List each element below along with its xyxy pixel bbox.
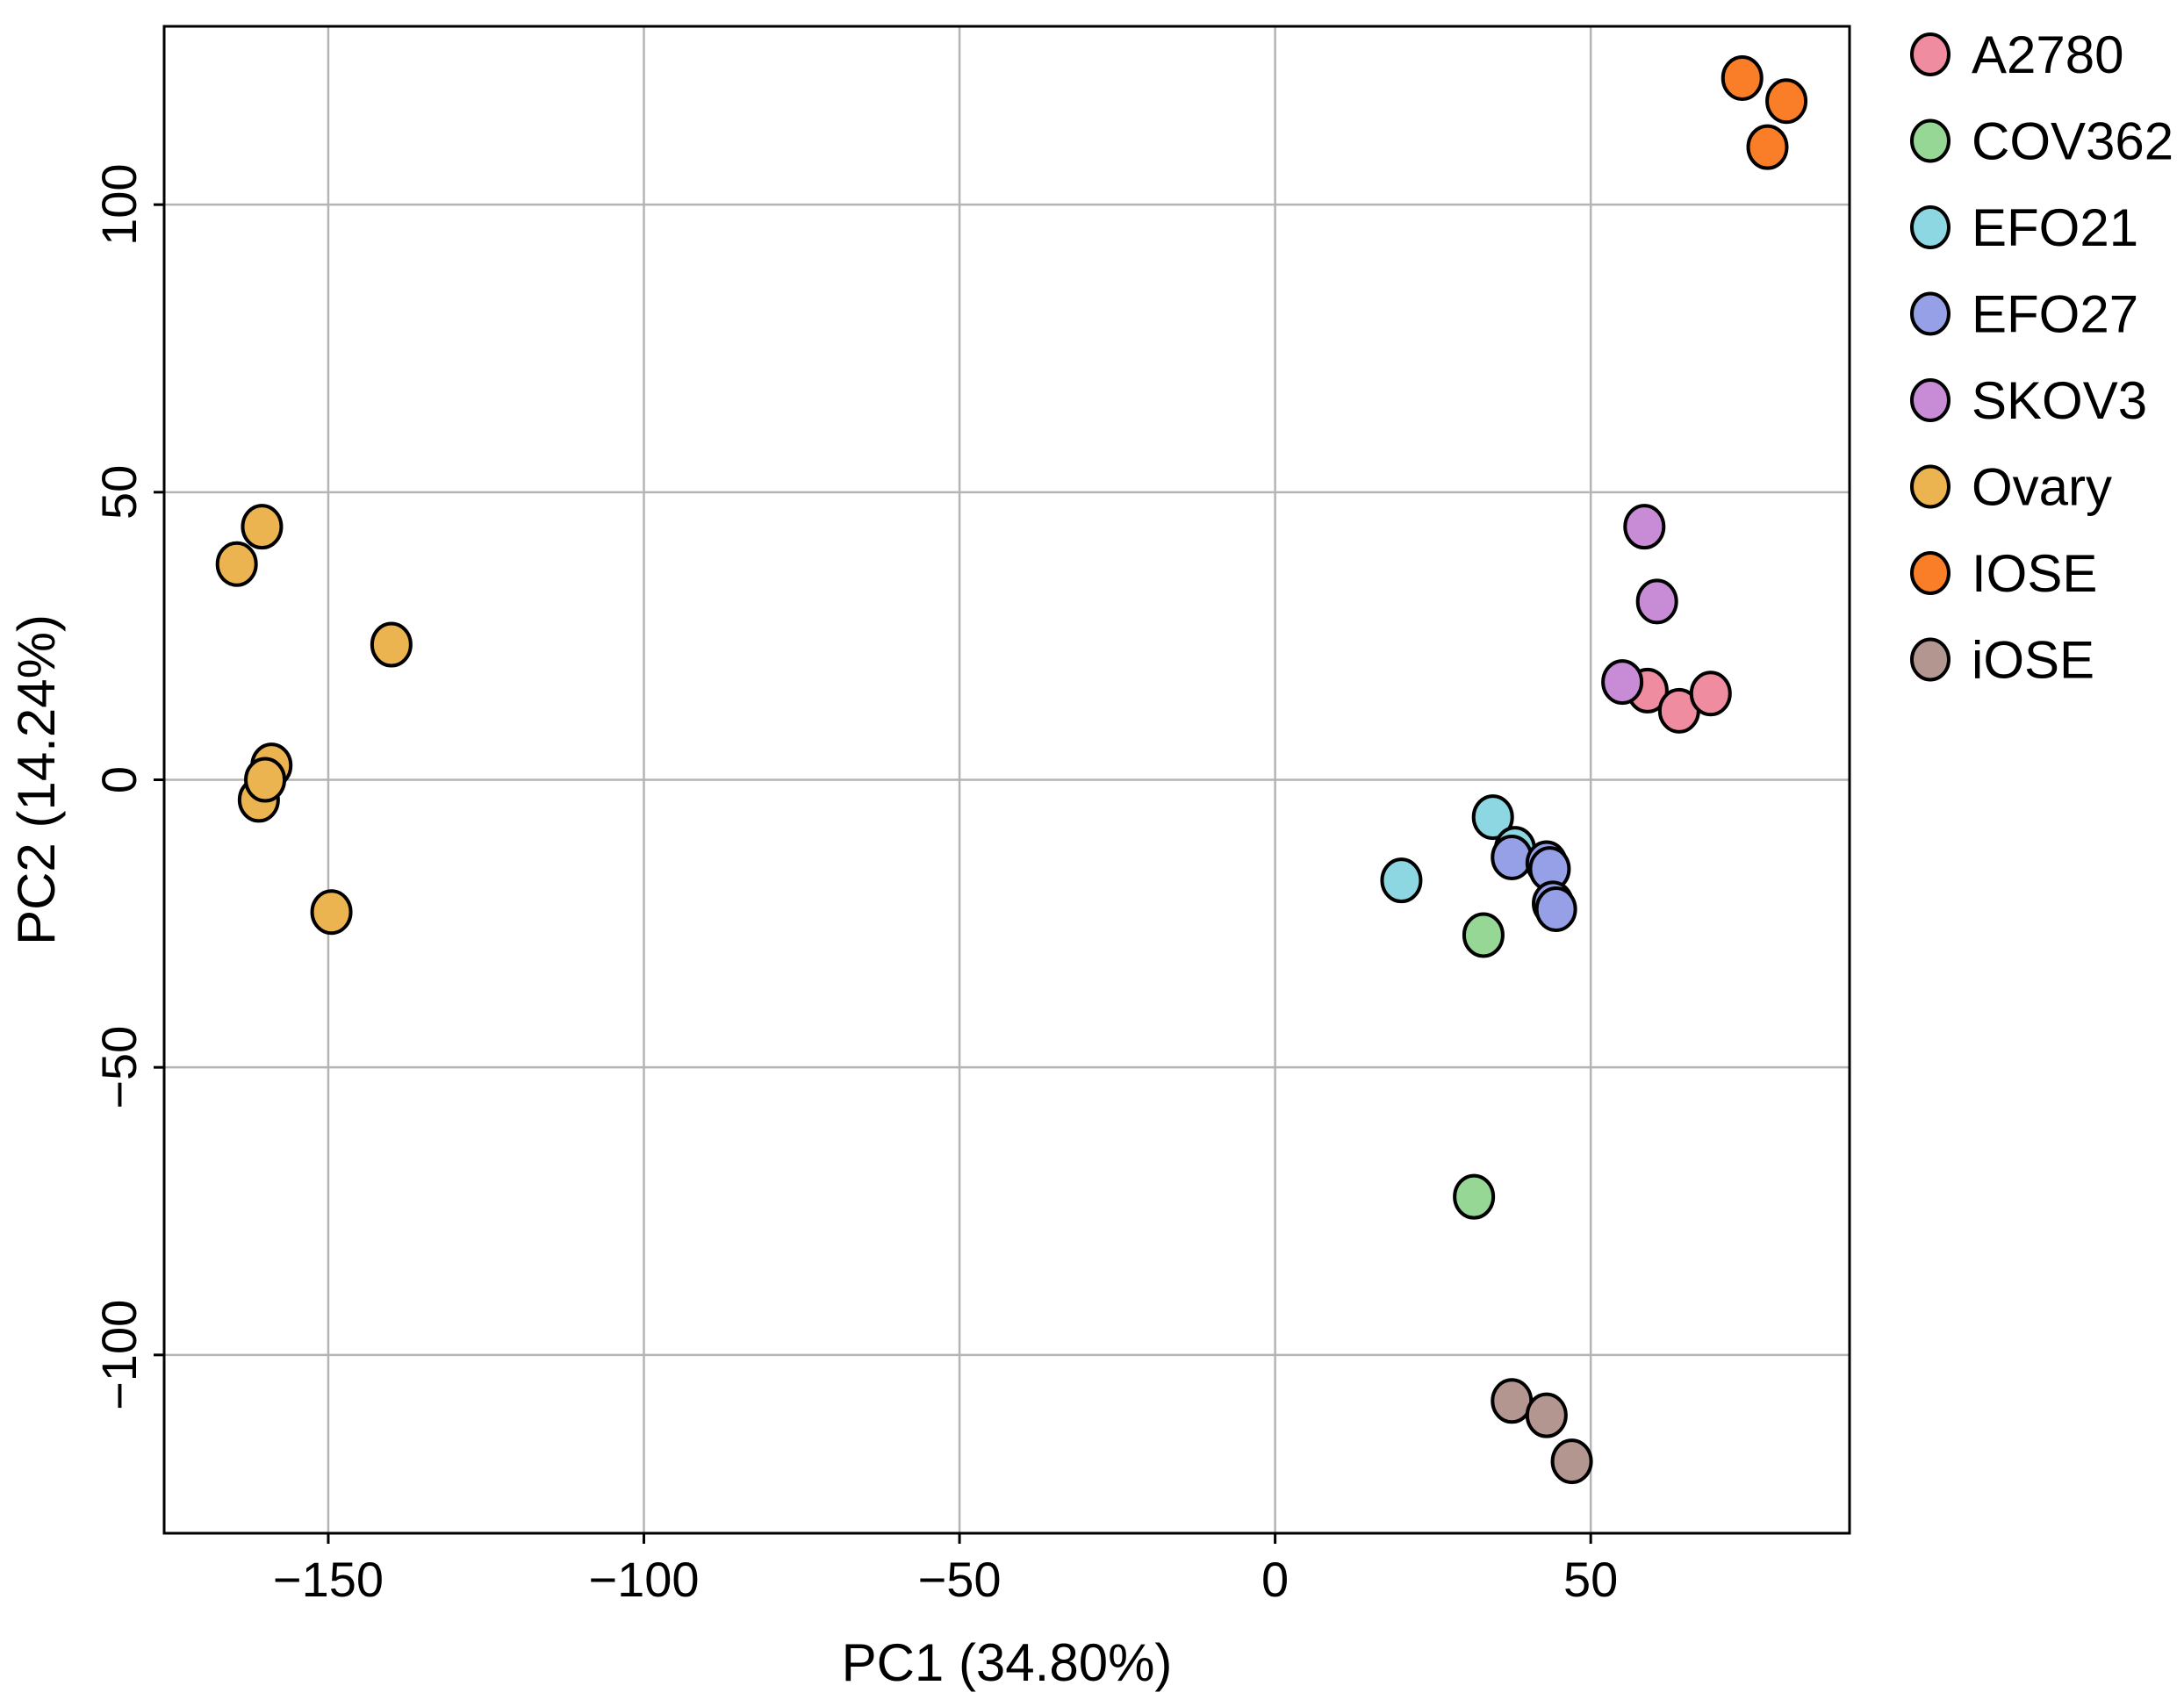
legend-marker bbox=[1910, 205, 1951, 249]
x-axis-label: PC1 (34.80%) bbox=[842, 1633, 1173, 1692]
data-point bbox=[1623, 504, 1666, 550]
legend-marker bbox=[1910, 118, 1951, 163]
legend: A2780 COV362 EFO21 EFO27 SKOV3 Ovary IOSE iOSE bbox=[1910, 25, 2173, 690]
y-tick-label: −100 bbox=[91, 1300, 147, 1410]
data-point bbox=[1525, 1392, 1568, 1438]
legend-label: IOSE bbox=[1972, 544, 2097, 603]
y-tick-label: 0 bbox=[91, 766, 147, 793]
y-tick-label: −50 bbox=[91, 1026, 147, 1109]
x-tick-label: −100 bbox=[588, 1552, 699, 1607]
data-point bbox=[1689, 671, 1732, 717]
x-axis-ticks: −150 −100 −50 0 50 bbox=[273, 1533, 1618, 1607]
data-point bbox=[1471, 794, 1514, 841]
data-point bbox=[1453, 1173, 1496, 1220]
data-point bbox=[1601, 659, 1644, 706]
data-point bbox=[1635, 578, 1678, 625]
data-point bbox=[1491, 834, 1534, 880]
data-point bbox=[1462, 912, 1505, 958]
y-axis-ticks: −100 −50 0 50 100 bbox=[91, 163, 164, 1410]
legend-label: Ovary bbox=[1972, 458, 2112, 517]
x-tick-label: 50 bbox=[1563, 1552, 1618, 1607]
data-point bbox=[1534, 886, 1577, 932]
legend-marker bbox=[1910, 291, 1951, 336]
legend-label: COV362 bbox=[1972, 112, 2173, 171]
legend-marker bbox=[1910, 551, 1951, 595]
grid-lines bbox=[164, 26, 1850, 1533]
data-point bbox=[244, 757, 287, 803]
data-points bbox=[215, 54, 1808, 1485]
data-point bbox=[310, 889, 353, 936]
data-point bbox=[1380, 857, 1423, 904]
x-tick-label: 0 bbox=[1261, 1552, 1289, 1607]
legend-label: SKOV3 bbox=[1972, 371, 2147, 430]
legend-marker bbox=[1910, 32, 1951, 76]
legend-label: A2780 bbox=[1972, 25, 2124, 84]
data-point bbox=[1746, 124, 1789, 170]
x-tick-label: −150 bbox=[273, 1552, 384, 1607]
data-point bbox=[370, 621, 413, 668]
data-point bbox=[1721, 54, 1764, 101]
legend-marker bbox=[1910, 637, 1951, 682]
y-tick-label: 100 bbox=[91, 163, 147, 245]
legend-marker bbox=[1910, 378, 1951, 422]
data-point bbox=[1550, 1438, 1593, 1485]
legend-label: EFO21 bbox=[1972, 198, 2138, 257]
y-axis-label: PC2 (14.24%) bbox=[7, 614, 66, 945]
legend-label: iOSE bbox=[1972, 631, 2094, 690]
y-tick-label: 50 bbox=[91, 465, 147, 520]
data-point bbox=[241, 504, 284, 550]
x-tick-label: −50 bbox=[918, 1552, 1002, 1607]
legend-marker bbox=[1910, 464, 1951, 509]
data-point bbox=[215, 541, 258, 587]
data-point bbox=[1765, 78, 1808, 125]
data-point bbox=[1491, 1378, 1534, 1424]
legend-label: EFO27 bbox=[1972, 285, 2138, 344]
